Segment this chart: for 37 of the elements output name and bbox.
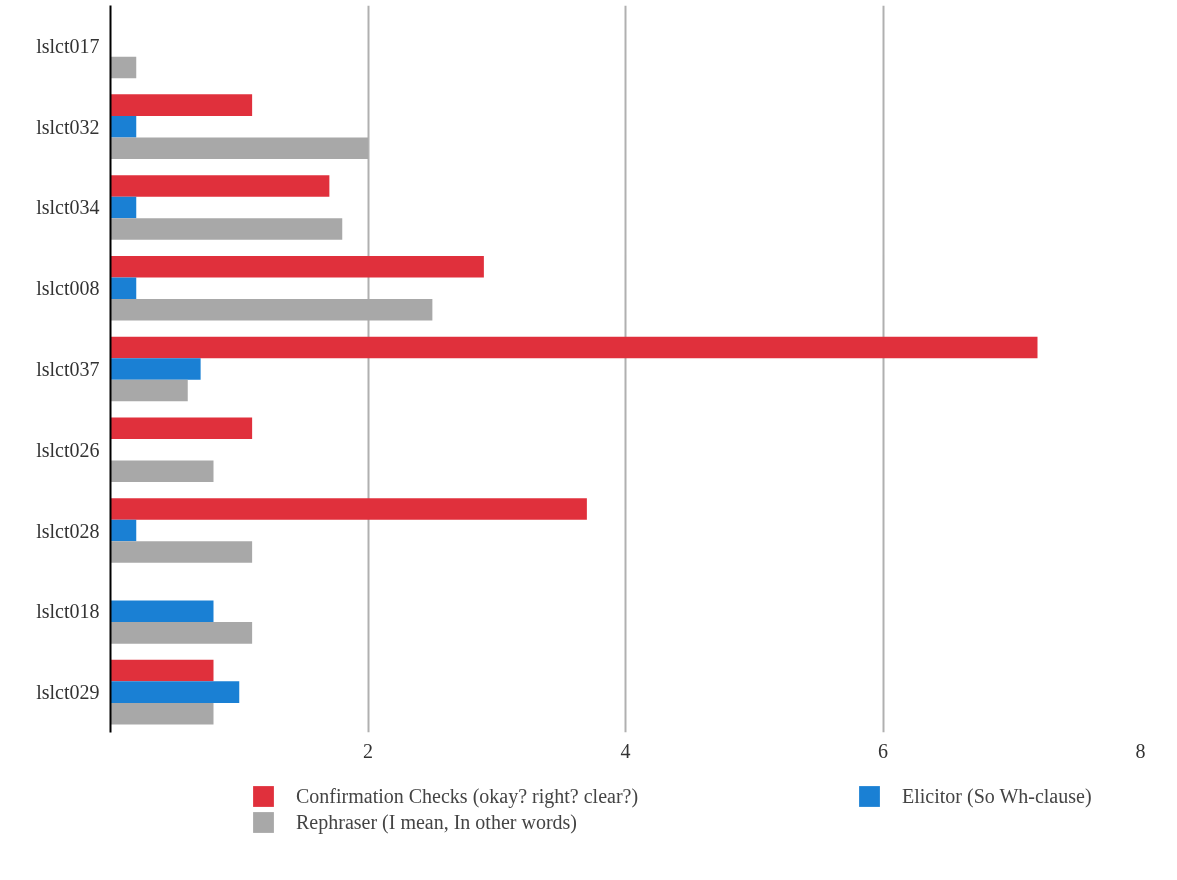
y-tick-label: lslct018: [36, 600, 100, 623]
bar: [110, 622, 253, 644]
y-tick-label: lslct017: [36, 34, 100, 57]
y-tick-label: lslct008: [36, 277, 100, 300]
bar: [110, 702, 214, 725]
x-tick-label: 2: [363, 739, 373, 762]
bar: [110, 255, 484, 278]
y-tick-label: lslct028: [36, 519, 100, 542]
legend-label: Confirmation Checks (okay? right? clear?): [296, 784, 640, 808]
y-tick-label: lslct026: [36, 438, 100, 461]
legend-label: Rephraser (I mean, In other words): [296, 810, 578, 834]
bar: [110, 681, 240, 703]
y-tick-label: lslct034: [36, 196, 100, 219]
bar: [110, 600, 214, 623]
bar: [110, 519, 137, 542]
bar: [110, 541, 253, 563]
y-tick-label: lslct032: [36, 115, 100, 138]
bar: [110, 336, 1038, 359]
bar: [110, 277, 137, 299]
bar: [110, 218, 343, 240]
bar: [110, 659, 214, 682]
x-tick-label: 4: [620, 739, 631, 762]
legend-label: Elicitor (So Wh-clause): [902, 784, 1093, 808]
bar: [110, 379, 188, 402]
y-tick-label: lslct029: [36, 681, 100, 704]
bar: [110, 417, 253, 440]
bar: [110, 94, 253, 116]
bar: [110, 498, 587, 520]
bar: [110, 460, 214, 483]
bar: [110, 175, 330, 197]
x-tick-label: 8: [1135, 739, 1146, 762]
bar: [110, 196, 137, 219]
bar: [110, 56, 137, 79]
bar: [110, 358, 201, 380]
x-tick-label: 6: [878, 739, 888, 762]
bar: [110, 115, 137, 138]
y-tick-label: lslct037: [36, 358, 100, 380]
